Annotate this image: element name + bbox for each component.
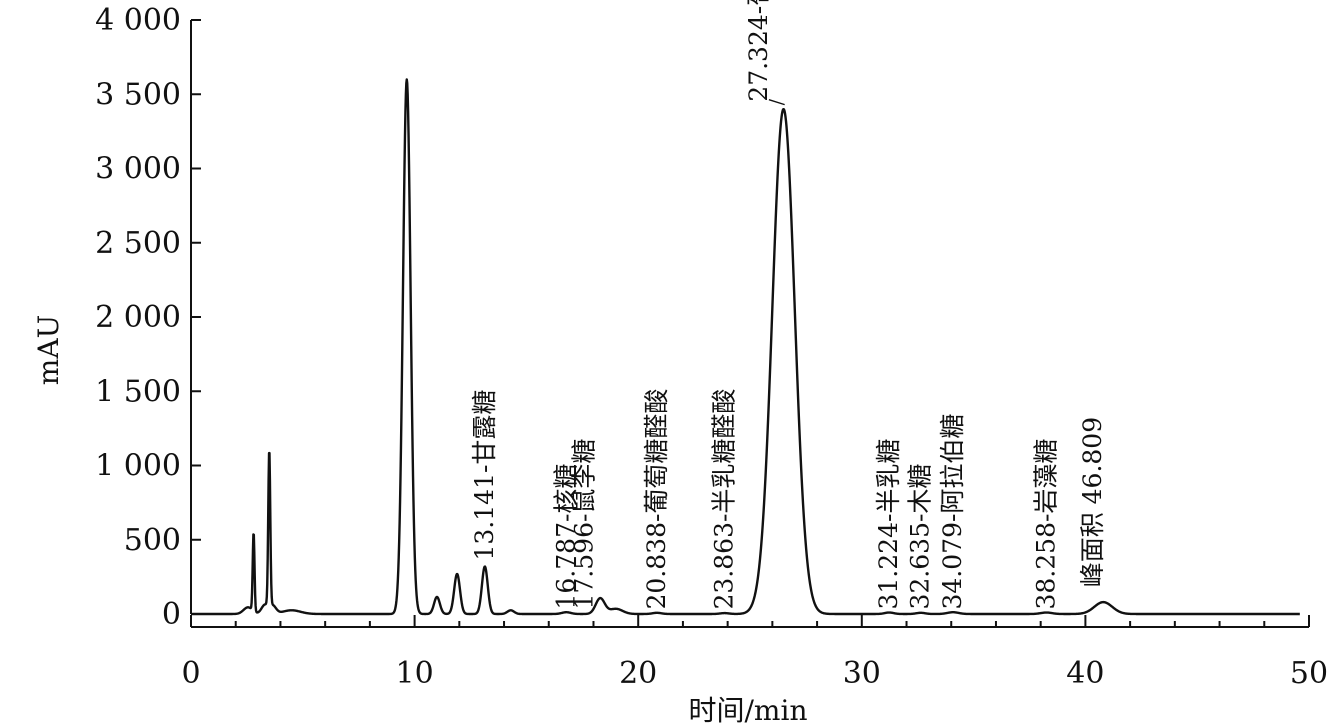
peak-label: 31.224-半乳糖 — [874, 439, 903, 610]
y-tick-label: 2 000 — [95, 300, 181, 335]
x-tick-label: 30 — [843, 656, 881, 691]
peak-label: 32.635-木糖 — [906, 464, 935, 610]
peak-label: 16.787-核糖 — [551, 464, 580, 610]
peak-label: 34.079-阿拉伯糖 — [938, 414, 967, 610]
x-tick-label: 0 — [181, 656, 200, 691]
x-tick-label: 20 — [619, 656, 657, 691]
x-tick-label: 50 — [1290, 656, 1328, 691]
y-tick-label: 2 500 — [95, 226, 181, 261]
y-tick-label: 4 000 — [95, 3, 181, 38]
peak-label: 20.838-葡萄糖醛酸 — [642, 389, 671, 610]
y-tick-label: 0 — [162, 597, 181, 632]
x-tick-label: 10 — [396, 656, 434, 691]
peak-label: 峰面积 46.809 — [1078, 417, 1107, 587]
peak-label: 38.258-岩藻糖 — [1031, 439, 1060, 610]
peak-label: 13.141-甘露糖 — [470, 390, 499, 561]
chromatogram-trace — [191, 78, 1301, 616]
peak-leader-line — [768, 99, 785, 106]
x-axis-ticks: 0 10 20 30 40 50 — [181, 615, 1328, 691]
y-axis-title: mAU — [32, 315, 65, 385]
x-axis-title: 时间/min — [689, 694, 808, 726]
peak-label: 27.324-葡萄糖 — [744, 0, 773, 102]
peak-label: 17.596-鼠李糖 — [569, 439, 598, 610]
y-tick-label: 3 000 — [95, 152, 181, 187]
y-tick-label: 3 500 — [95, 77, 181, 112]
y-tick-label: 500 — [124, 523, 181, 558]
x-tick-label: 40 — [1066, 656, 1104, 691]
peak-label: 23.863-半乳糖醛酸 — [710, 389, 739, 610]
y-axis-ticks: 0 500 1 000 1 500 2 000 2 500 3 000 3 500 4 000 — [95, 3, 201, 632]
y-tick-label: 1 500 — [95, 374, 181, 409]
y-tick-label: 1 000 — [95, 449, 181, 484]
